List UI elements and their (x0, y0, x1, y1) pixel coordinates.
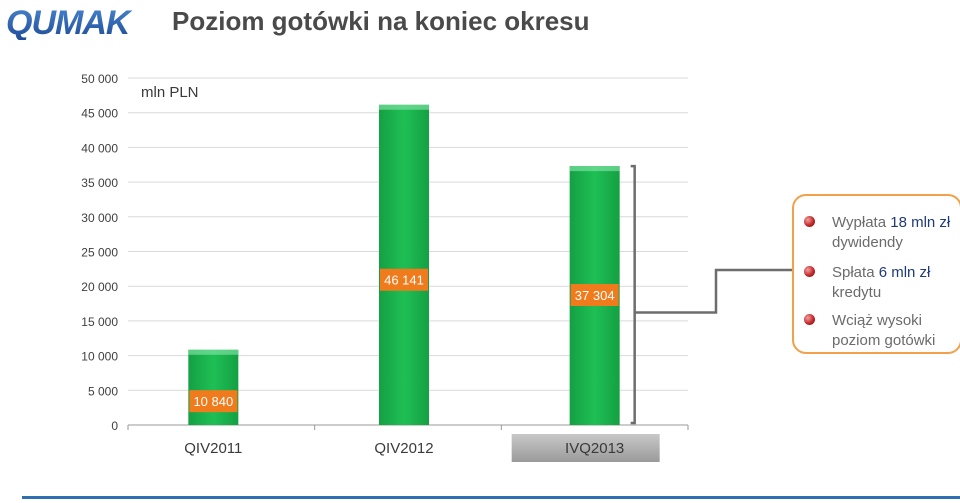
bar (188, 349, 239, 425)
x-tick-label: QIV2011 (184, 440, 242, 457)
bar-top-highlight (188, 349, 239, 355)
y-tick-label: 50 000 (81, 72, 118, 86)
callout-item-rest: kredytu (832, 284, 882, 301)
y-tick-label: 0 (111, 419, 118, 433)
bar-top-highlight (569, 166, 620, 172)
callout-item-amount: 18 mln zł (890, 214, 951, 231)
connector-line (634, 268, 794, 314)
x-tick-label: IVQ2013 (565, 440, 624, 457)
data-label-box (189, 390, 238, 413)
data-label: 37 304 (575, 288, 615, 303)
data-label-box (380, 268, 428, 291)
category-highlight (511, 434, 660, 462)
y-tick-label: 30 000 (81, 211, 118, 225)
callout-item-amount: 6 mln zł (878, 264, 931, 281)
y-tick-label: 20 000 (81, 280, 118, 294)
page-title: Poziom gotówki na koniec okresu (172, 6, 590, 36)
callout-box: Wypłata 18 mln zł dywidendy Spłata 6 mln… (792, 194, 960, 354)
y-tick-label: 5 000 (88, 384, 118, 398)
y-tick-label: 45 000 (81, 107, 118, 121)
bullet-icon (804, 266, 815, 277)
qumak-logo: QUMAK (6, 4, 134, 40)
unit-label: mln PLN (141, 84, 199, 101)
callout-item-prefix: Wypłata (832, 214, 891, 231)
y-tick-label: 10 000 (81, 350, 118, 364)
bracket (630, 164, 636, 425)
callout-item-rest: dywidendy (832, 234, 903, 251)
bullet-icon (804, 314, 815, 325)
callout-item-rest: poziom gotówki (832, 332, 936, 349)
footer-divider (22, 496, 960, 499)
svg-text:QUMAK: QUMAK (6, 4, 133, 40)
y-tick-label: 15 000 (81, 315, 118, 329)
bullet-icon (804, 216, 815, 227)
y-tick-label: 40 000 (81, 141, 118, 155)
x-tick-label: QIV2012 (374, 440, 433, 457)
bar-top-highlight (379, 104, 429, 110)
callout-item-prefix: Wciąż wysoki (832, 312, 923, 329)
data-label-box (570, 283, 619, 306)
callout-item-prefix: Spłata (832, 264, 879, 281)
data-label: 10 840 (193, 394, 233, 409)
bar (379, 104, 429, 425)
y-tick-label: 25 000 (81, 246, 118, 260)
data-label: 46 141 (384, 273, 424, 288)
y-tick-label: 35 000 (81, 176, 118, 190)
